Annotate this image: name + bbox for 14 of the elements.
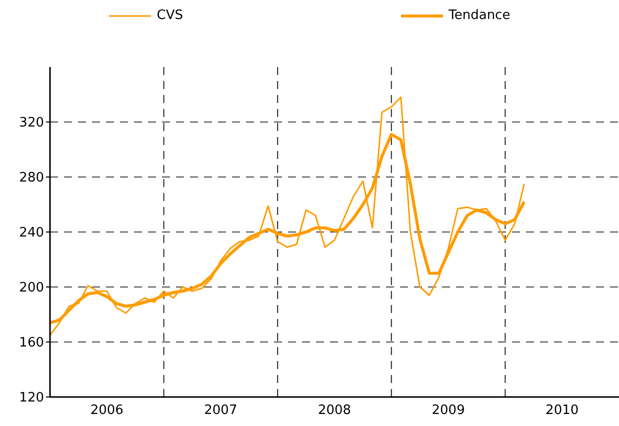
- x-tick-label: 2007: [204, 403, 238, 418]
- legend-label: Tendance: [448, 8, 510, 23]
- legend-label: CVS: [156, 8, 184, 23]
- y-tick-label: 320: [19, 116, 44, 131]
- y-tick-label: 240: [19, 226, 44, 241]
- x-tick-label: 2010: [546, 403, 579, 418]
- y-tick-label: 120: [19, 390, 44, 406]
- x-tick-label: 2008: [318, 403, 352, 418]
- x-tick-label: 2006: [90, 403, 124, 418]
- y-tick-label: 200: [19, 280, 44, 296]
- y-tick-label: 160: [19, 336, 44, 351]
- y-tick-label: 280: [19, 170, 44, 186]
- x-tick-label: 2009: [432, 403, 465, 418]
- line-series: [50, 96, 525, 336]
